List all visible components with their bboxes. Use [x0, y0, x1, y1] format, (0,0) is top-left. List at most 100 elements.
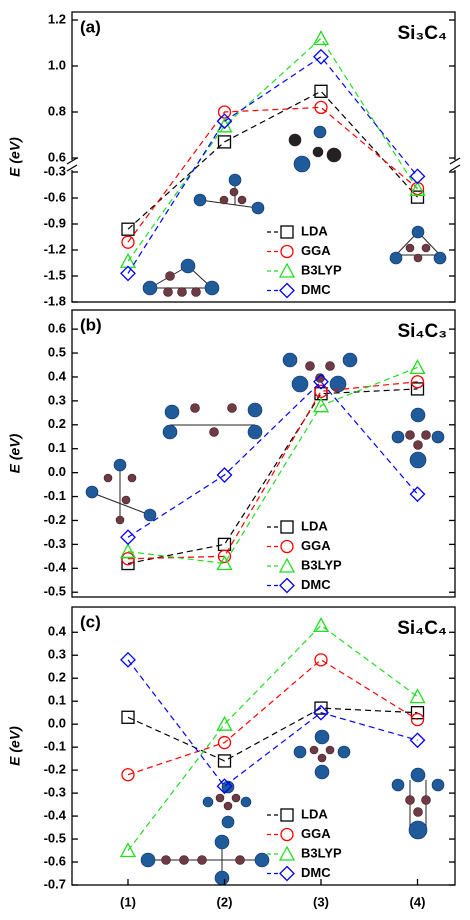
marker: [216, 778, 233, 795]
marker: [280, 520, 294, 534]
marker: [410, 712, 425, 727]
panel: -1.8 -1.5 -1.2 -0.9 -0.6 -0.30.6 0.8 1.0 1.2 LDA G…: [7, 11, 461, 308]
series-line: [127, 624, 418, 851]
y-tick-label: 0.3: [48, 392, 66, 407]
marker: [120, 265, 136, 282]
marker: [312, 30, 330, 46]
legend-label: B3LYP: [301, 845, 342, 860]
molecule: [288, 125, 342, 173]
y-tick-label: -0.5: [44, 584, 66, 599]
marker: [278, 262, 296, 278]
series-line: [127, 366, 418, 565]
y-tick-label: -1.5: [44, 267, 66, 282]
marker: [279, 577, 295, 594]
axis-break-gap: [451, 160, 459, 170]
marker: [314, 84, 328, 98]
y-tick-label: 0.6: [48, 321, 66, 336]
marker: [410, 375, 425, 389]
x-tick-label: (4): [410, 894, 426, 909]
y-tick-label: 0.5: [48, 344, 66, 359]
marker: [410, 190, 425, 204]
marker: [314, 100, 328, 115]
marker: [280, 244, 294, 259]
series-line: [127, 381, 418, 560]
series-line: [127, 380, 418, 538]
marker: [280, 539, 294, 554]
panel-title: Si₃C₄: [397, 23, 447, 44]
panel-title: Si₄C₄: [397, 618, 447, 639]
panel: -0.7 -0.6 -0.5 -0.4 -0.3 -0.2 -0.1 0.0 0.1 0.2 0.3…: [7, 606, 456, 909]
y-tick-label: -0.4: [44, 808, 67, 823]
marker: [312, 397, 330, 413]
y-tick-label: 0.8: [48, 103, 66, 118]
marker: [410, 706, 425, 720]
y-tick-label: -0.1: [44, 739, 66, 754]
molecule: [162, 402, 263, 440]
legend-label: B3LYP: [301, 262, 342, 277]
molecule: [193, 173, 265, 215]
axis-break-gap: [68, 160, 76, 170]
y-tick-label: -0.3: [44, 163, 66, 178]
molecule: [142, 258, 220, 297]
panel-label: (a): [80, 17, 101, 36]
marker: [121, 552, 135, 566]
series-line: [127, 707, 418, 762]
panel-title: Si₄C₃: [397, 321, 447, 342]
axis-break-mark: [66, 157, 78, 165]
y-axis-label: E (eV): [7, 726, 23, 766]
molecule: [202, 780, 252, 829]
molecule: [389, 225, 447, 265]
series-line: [127, 659, 418, 776]
marker: [314, 653, 328, 667]
y-tick-label: 0.2: [48, 670, 66, 685]
y-tick-label: -0.7: [44, 876, 66, 891]
legend-label: GGA: [301, 826, 331, 841]
y-tick-label: 0.4: [48, 624, 67, 639]
marker: [312, 617, 330, 633]
plot-frame: [71, 606, 456, 886]
marker: [280, 827, 294, 842]
series-line: [127, 388, 418, 565]
y-tick-label: -0.2: [44, 512, 66, 527]
y-tick-label: -0.6: [44, 189, 66, 204]
marker: [313, 704, 329, 721]
y-tick-label: 0.1: [48, 693, 66, 708]
marker: [409, 688, 426, 704]
marker: [121, 768, 135, 782]
marker: [313, 373, 329, 390]
legend-label: DMC: [301, 865, 331, 880]
y-tick-label: 1.0: [48, 57, 66, 72]
marker: [409, 486, 426, 503]
marker: [121, 710, 135, 724]
y-tick-label: 0.2: [48, 416, 66, 431]
y-tick-label: -1.2: [44, 241, 66, 256]
y-tick-label: 0.6: [48, 149, 66, 164]
marker: [119, 842, 137, 858]
y-axis-label: E (eV): [7, 433, 23, 473]
axis-break-mark: [449, 157, 461, 165]
series-line: [127, 106, 418, 243]
marker: [279, 865, 295, 882]
legend-label: LDA: [301, 518, 328, 533]
series-line: [127, 37, 419, 262]
marker: [279, 282, 295, 299]
marker: [409, 732, 426, 749]
x-tick-label: (2): [217, 894, 233, 909]
marker: [217, 135, 232, 149]
legend-label: DMC: [301, 577, 331, 592]
marker: [121, 235, 135, 249]
marker: [216, 467, 233, 483]
molecule: [140, 834, 270, 886]
molecule-sketches: [85, 125, 447, 886]
y-tick-label: -0.2: [44, 762, 66, 777]
series-line: [127, 659, 418, 788]
y-tick-label: 1.2: [48, 11, 66, 26]
marker: [216, 715, 233, 731]
legend-label: GGA: [301, 243, 331, 258]
marker: [217, 735, 232, 750]
y-tick-label: 0.1: [48, 440, 66, 455]
plot-frame: [71, 309, 456, 598]
legend-label: DMC: [301, 282, 331, 297]
y-axis-label: E (eV): [7, 137, 23, 177]
